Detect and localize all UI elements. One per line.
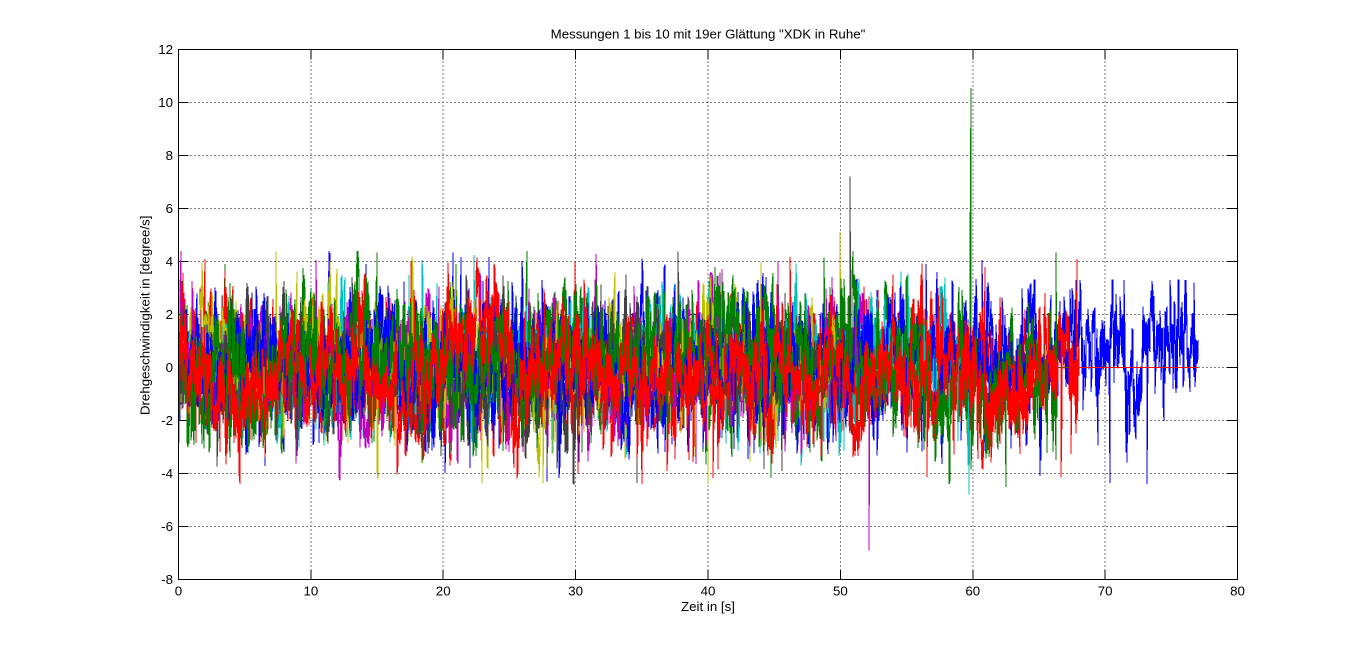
svg-text:-2: -2 <box>161 413 173 428</box>
svg-text:0: 0 <box>175 584 182 599</box>
svg-text:2: 2 <box>166 307 173 322</box>
svg-text:80: 80 <box>1230 584 1245 599</box>
svg-text:-8: -8 <box>161 572 173 587</box>
svg-text:Zeit in [s]: Zeit in [s] <box>681 599 735 614</box>
svg-text:10: 10 <box>304 584 319 599</box>
svg-text:50: 50 <box>833 584 848 599</box>
svg-text:Messungen 1 bis 10 mit 19er Gl: Messungen 1 bis 10 mit 19er Glättung "XD… <box>551 26 866 41</box>
svg-text:-4: -4 <box>161 466 173 481</box>
svg-text:30: 30 <box>568 584 583 599</box>
svg-text:0: 0 <box>166 360 173 375</box>
svg-text:-6: -6 <box>161 519 173 534</box>
svg-text:4: 4 <box>166 254 173 269</box>
svg-text:20: 20 <box>436 584 451 599</box>
svg-text:8: 8 <box>166 148 173 163</box>
svg-text:40: 40 <box>701 584 716 599</box>
svg-text:70: 70 <box>1098 584 1113 599</box>
svg-text:Drehgeschwindigkeit in [degree: Drehgeschwindigkeit in [degree/s] <box>138 216 153 416</box>
svg-text:12: 12 <box>158 42 173 57</box>
svg-text:60: 60 <box>965 584 980 599</box>
svg-text:6: 6 <box>166 201 173 216</box>
svg-text:10: 10 <box>158 95 173 110</box>
